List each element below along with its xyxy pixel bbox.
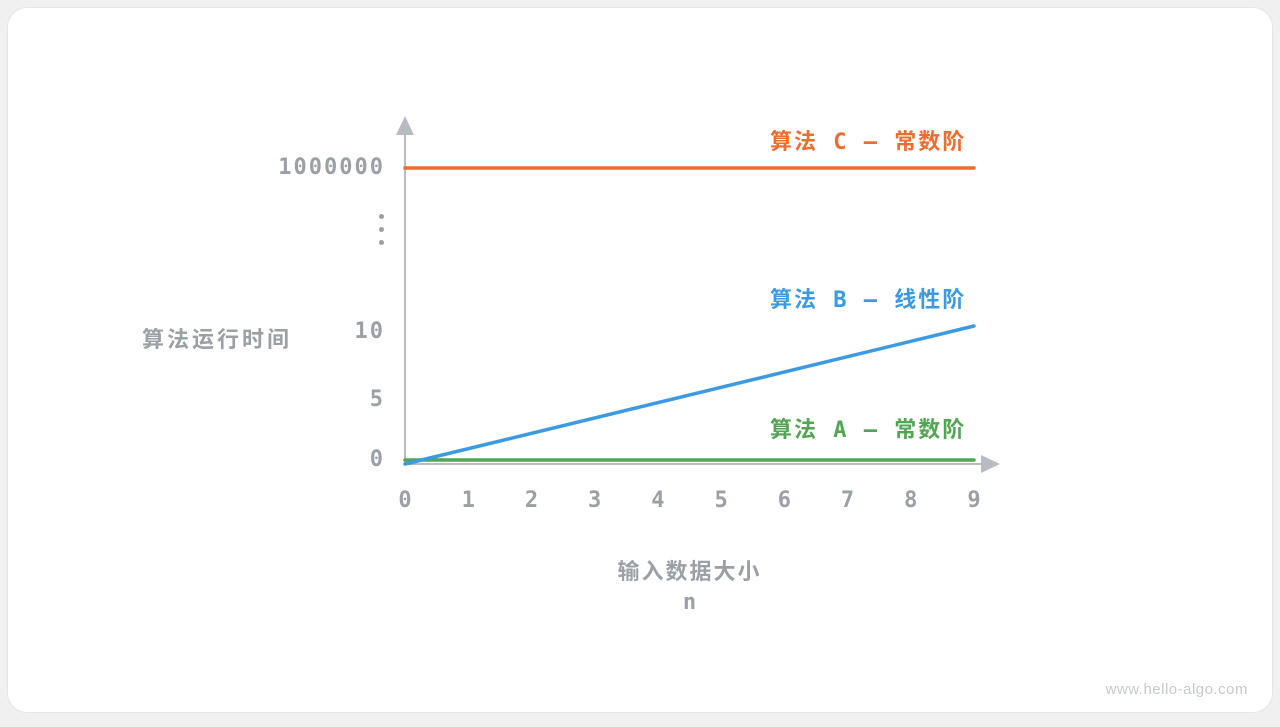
x-tick-label: 3 <box>588 488 601 513</box>
series-label-a: 算法 A — 常数阶 <box>770 412 966 444</box>
x-tick-label: 8 <box>904 488 917 513</box>
x-axis-caption: 输入数据大小 <box>617 554 761 586</box>
y-axis-ellipsis-icon <box>379 214 384 245</box>
x-tick-label: 6 <box>778 488 791 513</box>
x-tick-label: 4 <box>651 488 664 513</box>
x-axis-variable: n <box>683 590 696 615</box>
x-tick-label: 7 <box>841 488 854 513</box>
y-tick-label: 5 <box>370 387 385 412</box>
x-tick-label: 0 <box>398 488 411 513</box>
x-tick-label: 9 <box>967 488 980 513</box>
y-tick-label: 1000000 <box>278 155 385 180</box>
y-tick-label: 10 <box>355 319 386 344</box>
series-label-b: 算法 B — 线性阶 <box>770 282 966 314</box>
x-tick-label: 2 <box>525 488 538 513</box>
chart-card: 算法运行时间 1000000 10 5 0 0 1 2 3 4 5 6 7 8 9 输入数据大小 n 算… <box>7 7 1273 713</box>
line-chart <box>8 8 1273 713</box>
x-tick-label: 5 <box>714 488 727 513</box>
x-tick-label: 1 <box>462 488 475 513</box>
y-tick-label: 0 <box>370 447 385 472</box>
watermark: www.hello-algo.com <box>1106 681 1248 698</box>
series-label-c: 算法 C — 常数阶 <box>770 124 966 156</box>
y-axis-label: 算法运行时间 <box>142 322 292 354</box>
